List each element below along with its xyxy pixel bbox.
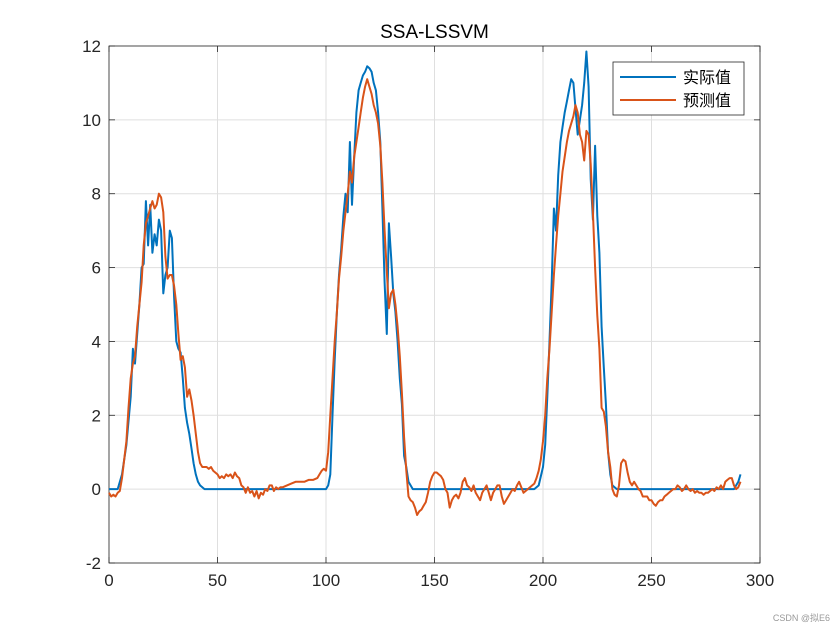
y-tick-label: -2 (86, 554, 101, 573)
y-axis: -2 0 2 4 6 8 10 12 (82, 37, 760, 573)
x-axis: 0 50 100 150 200 250 300 (104, 46, 774, 590)
y-tick-label: 10 (82, 111, 101, 130)
x-tick-label: 250 (637, 571, 665, 590)
legend-label-0: 实际值 (683, 68, 731, 87)
x-tick-label: 200 (529, 571, 557, 590)
series-line-0 (109, 50, 742, 491)
chart-title: SSA-LSSVM (380, 22, 489, 43)
y-tick-label: 8 (92, 185, 101, 204)
legend-box (612, 61, 745, 116)
watermark: CSDN @拟E6 (772, 613, 830, 623)
x-tick-label: 0 (104, 571, 113, 590)
x-tick-label: 100 (312, 571, 340, 590)
x-tick-label: 50 (208, 571, 227, 590)
y-tick-label: 4 (92, 332, 101, 351)
series-lines (108, 50, 742, 516)
y-tick-label: 6 (92, 259, 101, 278)
x-tick-label: 300 (746, 571, 774, 590)
y-tick-label: 2 (92, 406, 101, 425)
legend-label-1: 预测值 (683, 91, 731, 110)
y-tick-label: 12 (82, 37, 101, 56)
y-tick-label: 0 (92, 480, 101, 499)
x-tick-label: 150 (420, 571, 448, 590)
series-line-1 (108, 78, 742, 516)
